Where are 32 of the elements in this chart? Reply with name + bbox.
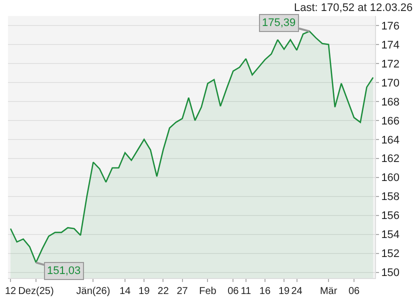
x-tick-label: 27 [176, 286, 188, 297]
y-tick-label: 164 [381, 134, 400, 146]
y-tick-label: 162 [381, 153, 400, 166]
y-tick-label: 168 [381, 96, 400, 108]
y-tick-label: 174 [381, 39, 400, 52]
y-tick-label: 172 [381, 58, 400, 70]
x-tick-label: Jän(26) [76, 286, 110, 297]
text: Last: 170,52 at 12.03.26 [294, 2, 413, 14]
x-tick-label: 24 [291, 286, 303, 297]
y-tick-label: 166 [381, 115, 400, 128]
x-tick-label: 11 [240, 286, 252, 297]
x-tick-label: Dez(25) [18, 286, 54, 297]
y-tick-label: 150 [381, 267, 400, 280]
x-tick-label: 06 [348, 286, 360, 297]
x-tick-label: 16 [259, 286, 271, 297]
y-tick-label: 154 [381, 229, 400, 242]
x-tick-label: 19 [278, 286, 290, 297]
y-tick-label: 170 [381, 77, 400, 90]
x-tick-label: Feb [199, 286, 217, 297]
y-tick-label: 158 [381, 191, 400, 204]
y-tick-label: 152 [381, 248, 400, 260]
y-tick-label: 176 [381, 20, 400, 32]
x-tick-label: 19 [138, 286, 150, 297]
annotation: 175,39 [262, 17, 296, 29]
x-tick-label: 14 [119, 286, 132, 297]
y-tick-label: 156 [381, 210, 400, 222]
annotation: 151,03 [47, 265, 81, 277]
x-tick-label: 12 [4, 286, 17, 297]
y-tick-label: 160 [381, 172, 400, 184]
x-tick-label: Mär [320, 286, 338, 297]
x-tick-label: 06 [228, 286, 240, 297]
x-tick-label: 22 [158, 286, 170, 297]
